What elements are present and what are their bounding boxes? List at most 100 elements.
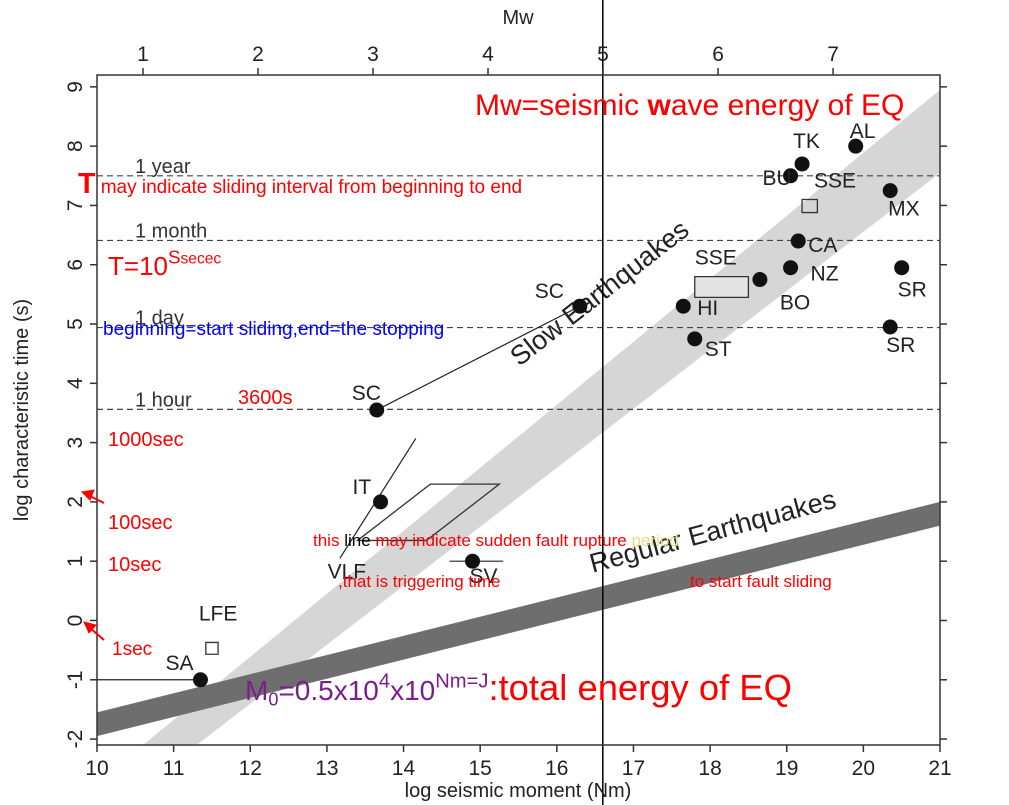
y-tick-label: 2	[64, 496, 87, 508]
reference-label: 1 year	[135, 156, 191, 178]
point-label: IT	[353, 476, 372, 499]
data-point	[794, 156, 810, 172]
annotation: M0=0.5x104x10Nm=J:total energy of EQ	[245, 667, 792, 710]
y-tick-label: -2	[64, 730, 87, 749]
y-tick-label: 6	[64, 259, 87, 271]
y-axis-label: log characteristic time (s)	[11, 299, 33, 521]
annotation: Mw=seismic wave energy of EQ	[475, 89, 904, 122]
annotation: T may indicate sliding interval from beg…	[78, 168, 522, 200]
annotation-part: ave energy of EQ	[671, 89, 904, 122]
x-tick-label: 13	[315, 757, 338, 780]
point-label: CA	[808, 234, 837, 257]
annotation: 3600s	[238, 387, 293, 409]
region-label: SSE	[695, 247, 737, 270]
region-box	[801, 198, 819, 214]
connector-line	[376, 305, 581, 411]
data-point	[882, 319, 898, 335]
arrows	[80, 489, 105, 641]
region-label: VLF	[328, 560, 367, 583]
point-label: BO	[780, 292, 810, 315]
annotation: 10sec	[108, 554, 161, 576]
y-tick-label: 3	[64, 437, 87, 449]
reference-label: 1 day	[135, 308, 184, 330]
annotation: ,that is triggering time	[338, 572, 501, 591]
data-point	[783, 260, 799, 276]
point-label: ST	[705, 338, 732, 361]
data-point	[369, 402, 385, 418]
x-tick-label: 14	[392, 757, 416, 780]
x-tick-label: 19	[775, 757, 798, 780]
annotation-part: Nm=J	[435, 670, 488, 692]
annotation-part: =0.5x10	[278, 675, 378, 706]
data-point	[192, 672, 208, 688]
point-label: TK	[793, 130, 820, 153]
annotation-part: line	[344, 531, 370, 550]
top-axis-label: Mw	[502, 7, 534, 29]
annotation-part: :total energy of EQ	[488, 667, 791, 708]
top-tick-label: 1	[137, 43, 149, 66]
annotation: 100sec	[108, 512, 173, 534]
y-tick-label: 4	[64, 377, 87, 389]
point-label: BU	[763, 167, 792, 190]
region-label: LFE	[199, 602, 238, 625]
point-label: AL	[850, 120, 876, 143]
reference-label: 1 month	[135, 220, 207, 242]
y-tick-label: -1	[64, 670, 87, 689]
reference-label: 1 hour	[135, 389, 192, 411]
point-label: SC	[352, 382, 381, 405]
top-tick-label: 5	[597, 43, 609, 66]
annotation: 1000sec	[108, 429, 184, 451]
arrow	[89, 627, 105, 641]
annotation-part: to start fault sliding	[690, 572, 832, 591]
data-point	[894, 260, 910, 276]
annotation-part: M	[245, 675, 268, 706]
x-tick-label: 17	[622, 757, 645, 780]
x-tick-label: 16	[545, 757, 568, 780]
annotation-part: 3600s	[238, 387, 293, 409]
point-label: SC	[535, 280, 564, 303]
y-tick-label: 8	[64, 140, 87, 152]
y-tick-label: 9	[64, 81, 87, 93]
data-point	[752, 272, 768, 288]
top-tick-label: 6	[712, 43, 724, 66]
x-tick-label: 12	[239, 757, 262, 780]
annotation-part: 1sec	[112, 639, 152, 660]
plot-frame	[96, 74, 941, 746]
annotation: beginning=start sliding,end=the stopping	[103, 319, 444, 340]
annotation-part: 1000sec	[108, 429, 184, 451]
top-tick-label: 7	[827, 43, 839, 66]
annotation-part: ,that is triggering time	[338, 572, 501, 591]
point-label: MX	[888, 198, 920, 221]
top-tick-label: 4	[482, 43, 494, 66]
data-point	[848, 138, 864, 154]
data-point	[783, 168, 799, 184]
bands	[97, 89, 940, 745]
annotation-part: x10	[390, 675, 435, 706]
annotation-part: w	[647, 89, 672, 122]
x-tick-label: 20	[852, 757, 875, 780]
y-tick-label: 1	[64, 555, 87, 567]
data-point	[373, 494, 389, 510]
y-tick-label: 5	[64, 318, 87, 330]
data-point	[790, 233, 806, 249]
point-label: SV	[470, 565, 498, 588]
annotation-part: T	[78, 168, 96, 200]
region-box	[355, 483, 502, 542]
data-point	[882, 183, 898, 199]
region-box	[205, 641, 219, 655]
arrow-head	[80, 489, 95, 501]
x-axis-label: log seismic moment (Nm)	[405, 780, 632, 802]
data-point	[675, 298, 691, 314]
annotation-part: period	[631, 531, 678, 550]
annotation: T=10Ssecec	[108, 246, 221, 281]
annotation-part: secec	[180, 250, 221, 267]
data-point	[687, 331, 703, 347]
annotation-part: this	[313, 531, 344, 550]
point-label: SR	[886, 334, 915, 357]
x-tick-label: 11	[163, 757, 185, 780]
x-tick-label: 10	[85, 757, 108, 780]
annotation-part: may indicate sliding interval from begin…	[95, 177, 522, 198]
annotation-part: may indicate sudden fault rupture	[371, 531, 632, 550]
annotation-part: 10sec	[108, 554, 161, 576]
